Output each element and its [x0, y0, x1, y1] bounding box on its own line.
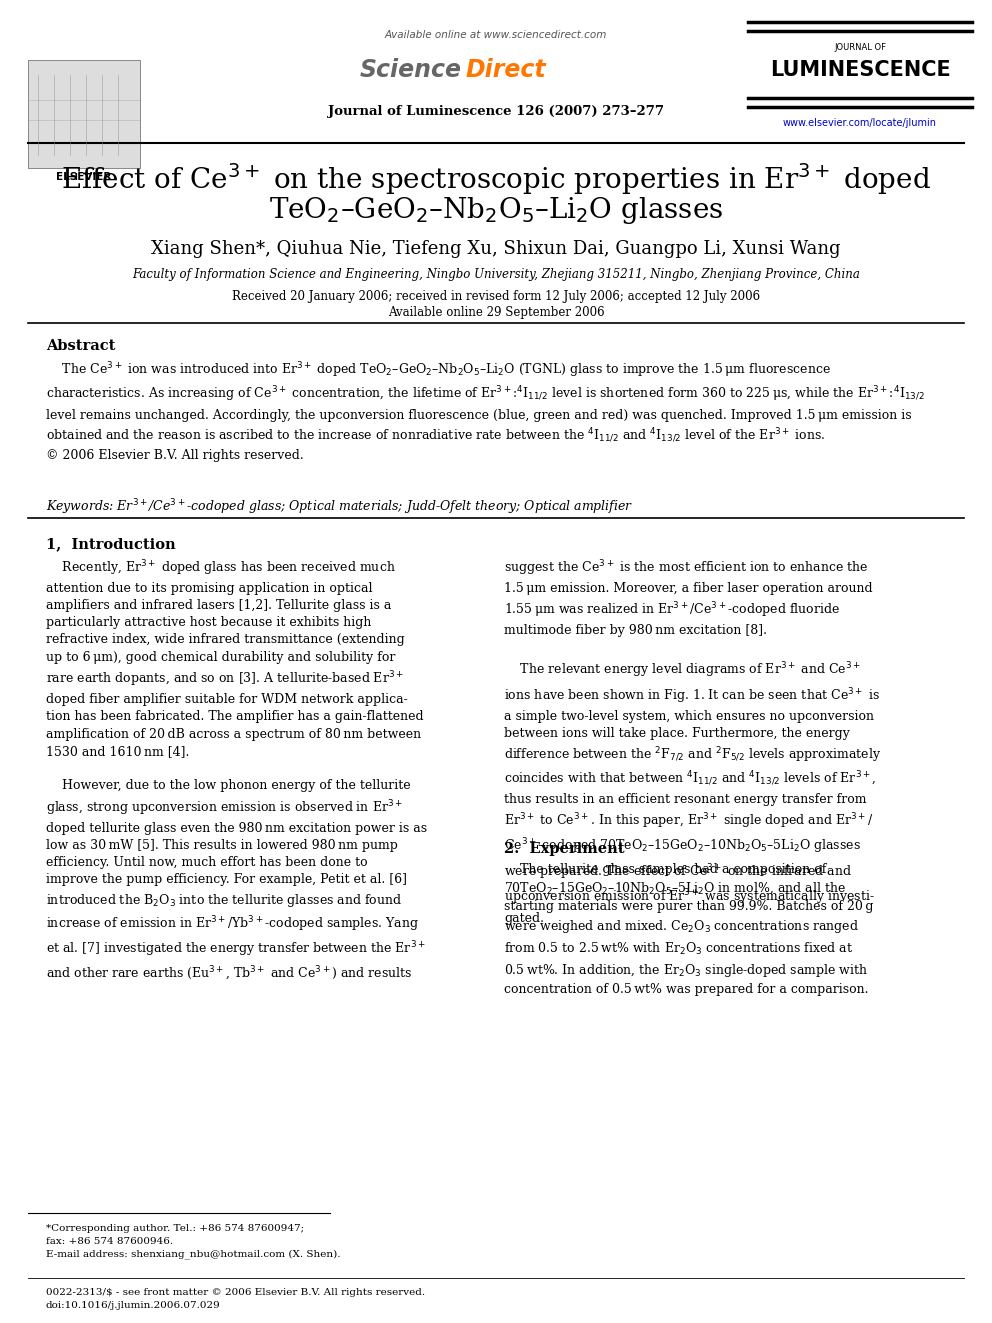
Text: suggest the Ce$^{3+}$ is the most efficient ion to enhance the
1.5 μm emission. : suggest the Ce$^{3+}$ is the most effici…: [504, 558, 881, 925]
Text: TeO$_2$–GeO$_2$–Nb$_2$O$_5$–Li$_2$O glasses: TeO$_2$–GeO$_2$–Nb$_2$O$_5$–Li$_2$O glas…: [269, 194, 723, 226]
Text: Received 20 January 2006; received in revised form 12 July 2006; accepted 12 Jul: Received 20 January 2006; received in re…: [232, 290, 760, 303]
Text: The Ce$^{3+}$ ion was introduced into Er$^{3+}$ doped TeO$_2$–GeO$_2$–Nb$_2$O$_5: The Ce$^{3+}$ ion was introduced into Er…: [46, 360, 925, 463]
Text: 2.  Experiment: 2. Experiment: [504, 841, 625, 856]
Text: LUMINESCENCE: LUMINESCENCE: [770, 60, 950, 79]
Text: Direct: Direct: [465, 58, 546, 82]
Text: Faculty of Information Science and Engineering, Ningbo University, Zhejiang 3152: Faculty of Information Science and Engin…: [132, 269, 860, 280]
Text: ELSEVIER: ELSEVIER: [57, 172, 112, 183]
Text: JOURNAL OF: JOURNAL OF: [834, 44, 886, 52]
Text: www.elsevier.com/locate/jlumin: www.elsevier.com/locate/jlumin: [783, 118, 937, 128]
Text: Effect of Ce$^{3+}$ on the spectroscopic properties in Er$^{3+}$ doped: Effect of Ce$^{3+}$ on the spectroscopic…: [62, 161, 930, 197]
Text: Science: Science: [360, 58, 462, 82]
Text: Keywords: Er$^{3+}$/Ce$^{3+}$-codoped glass; Optical materials; Judd-Ofelt theor: Keywords: Er$^{3+}$/Ce$^{3+}$-codoped gl…: [46, 497, 634, 516]
Text: Journal of Luminescence 126 (2007) 273–277: Journal of Luminescence 126 (2007) 273–2…: [328, 105, 664, 118]
Bar: [28, 60, 140, 168]
Text: Available online at www.sciencedirect.com: Available online at www.sciencedirect.co…: [385, 30, 607, 40]
Text: Xiang Shen*, Qiuhua Nie, Tiefeng Xu, Shixun Dai, Guangpo Li, Xunsi Wang: Xiang Shen*, Qiuhua Nie, Tiefeng Xu, Shi…: [151, 239, 841, 258]
Text: *Corresponding author. Tel.: +86 574 87600947;
fax: +86 574 87600946.
E-mail add: *Corresponding author. Tel.: +86 574 876…: [46, 1224, 340, 1259]
Text: Recently, Er$^{3+}$ doped glass has been received much
attention due to its prom: Recently, Er$^{3+}$ doped glass has been…: [46, 558, 428, 983]
Text: Abstract: Abstract: [46, 339, 115, 353]
Text: Available online 29 September 2006: Available online 29 September 2006: [388, 306, 604, 319]
Text: The tellurite glass samples had a composition of
70TeO$_2$–15GeO$_2$–10Nb$_2$O$_: The tellurite glass samples had a compos…: [504, 863, 874, 996]
Text: 1,  Introduction: 1, Introduction: [46, 537, 176, 550]
Text: 0022-2313/$ - see front matter © 2006 Elsevier B.V. All rights reserved.
doi:10.: 0022-2313/$ - see front matter © 2006 El…: [46, 1289, 426, 1310]
